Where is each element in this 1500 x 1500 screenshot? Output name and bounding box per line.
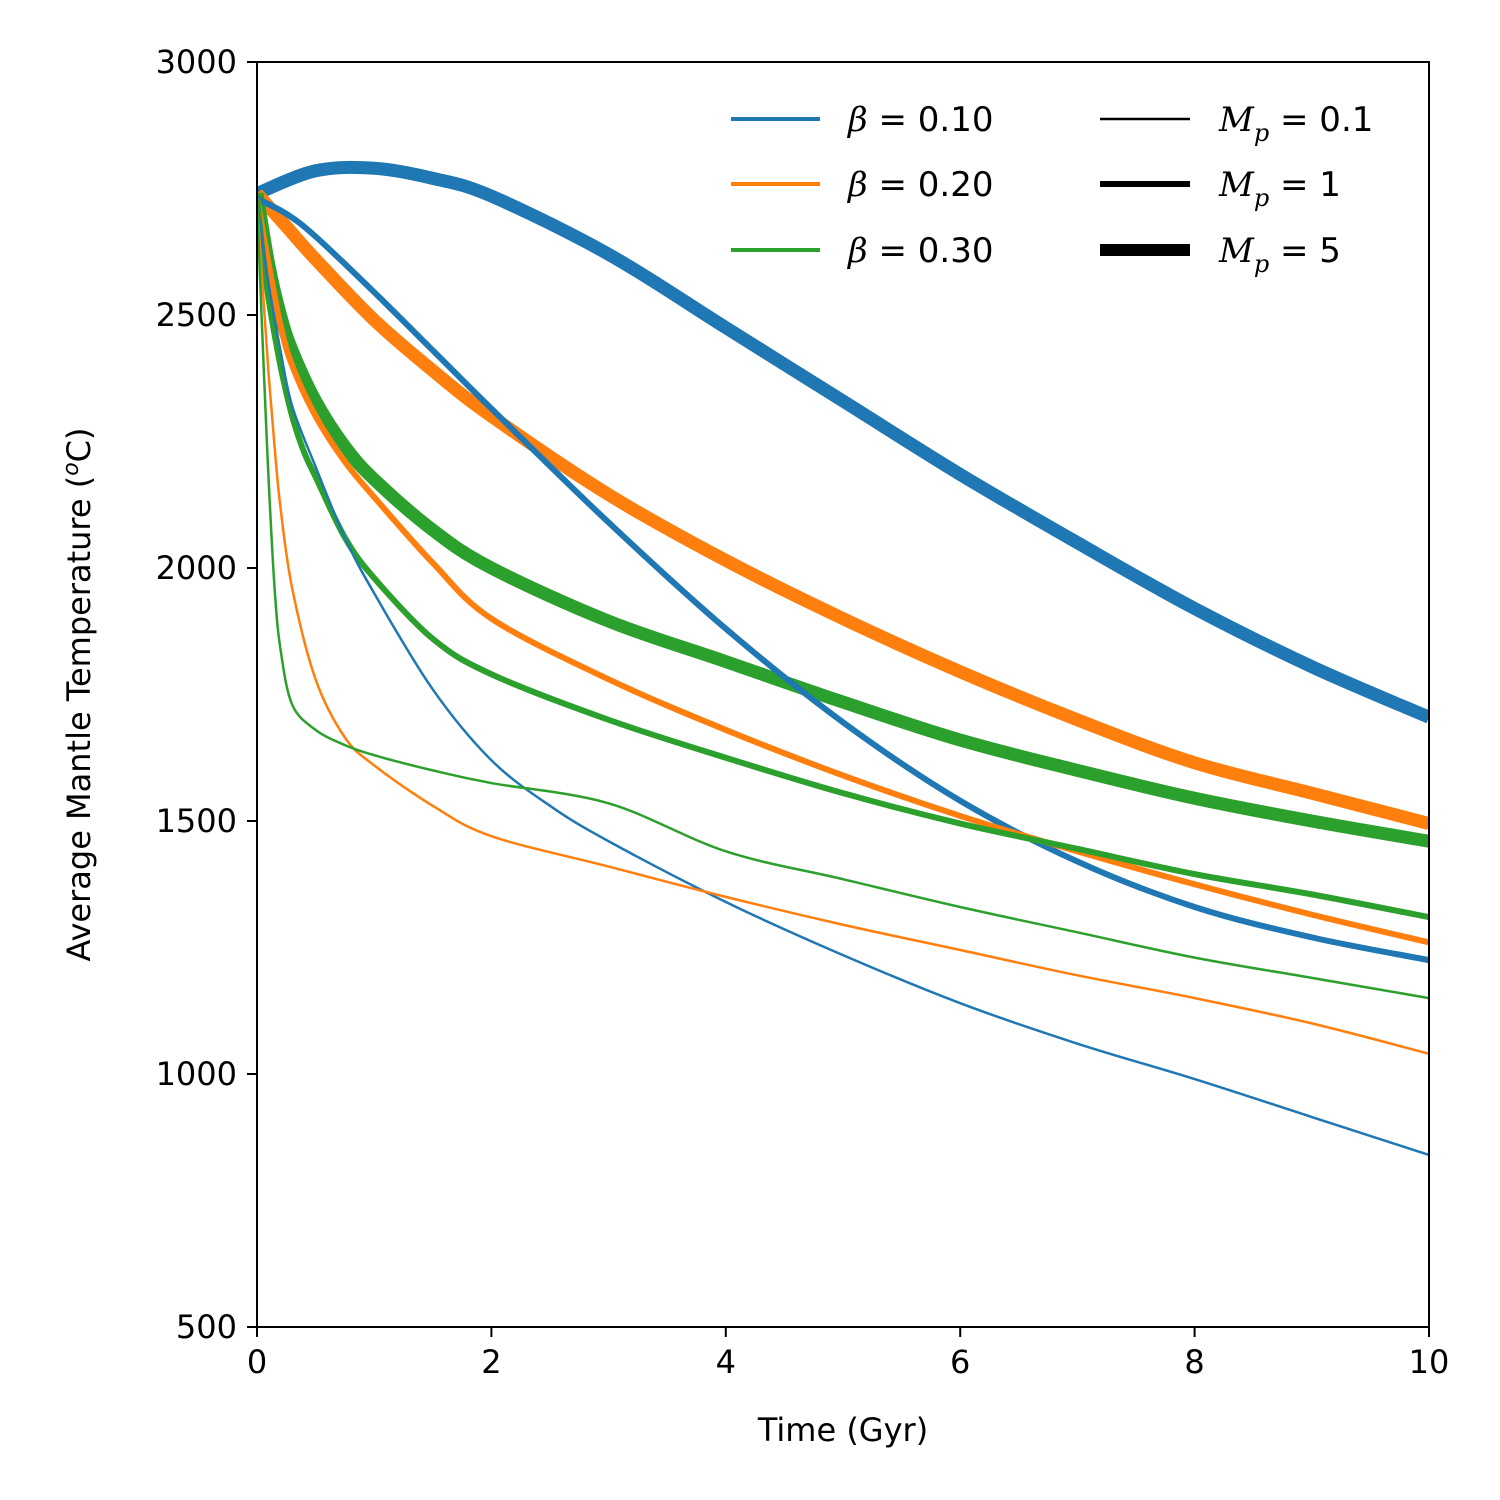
y-axis-label: Average Mantle Temperature (oC) <box>59 427 98 961</box>
series-line-6 <box>257 198 1429 921</box>
series-line-3 <box>257 192 1429 848</box>
x-tick-label: 4 <box>716 1343 736 1381</box>
ticks-layer: 0 2 4 6 8 10 500 1000 1500 2000 2500 3000 <box>156 43 1450 1381</box>
x-tick-label: 6 <box>950 1343 970 1381</box>
legend-beta-value: = 0.30 <box>868 231 994 271</box>
legend-beta-symbol: β <box>846 231 868 271</box>
legend-mass-subscript: p <box>1254 250 1269 278</box>
legend-mass-label: Mp = 1 <box>1218 165 1341 212</box>
y-axis-label-prefix: Average Mantle Temperature ( <box>60 476 98 962</box>
legend-beta-label: β = 0.30 <box>846 231 993 271</box>
legend-mass-value: = 5 <box>1269 231 1341 271</box>
y-axis-label-suffix: C) <box>60 427 98 462</box>
legend-beta-label: β = 0.10 <box>846 100 993 140</box>
y-tick-label: 2000 <box>156 549 237 587</box>
series-line-9 <box>257 203 1429 1000</box>
y-tick-label: 2500 <box>156 296 237 334</box>
x-axis-label: Time (Gyr) <box>757 1411 928 1449</box>
series-line-4 <box>257 195 1429 964</box>
y-tick-label: 500 <box>176 1308 237 1346</box>
legend-mass-symbol: M <box>1218 165 1255 205</box>
y-tick-label: 1000 <box>156 1055 237 1093</box>
y-tick-label: 1500 <box>156 802 237 840</box>
series-layer <box>257 160 1429 1157</box>
legend-mass-subscript: p <box>1254 184 1269 212</box>
series-line-8 <box>257 203 1429 1055</box>
legend-mass-symbol: M <box>1218 100 1255 140</box>
legend-mass-value: = 1 <box>1269 165 1341 205</box>
y-axis-label-sup: o <box>59 462 84 475</box>
legend-beta-value: = 0.10 <box>868 100 994 140</box>
y-tick-label: 3000 <box>156 43 237 81</box>
legend-beta-value: = 0.20 <box>868 165 994 205</box>
x-tick-label: 10 <box>1409 1343 1450 1381</box>
legend-mass-subscript: p <box>1254 119 1269 147</box>
plot-frame <box>256 61 1430 1328</box>
x-tick-label: 2 <box>481 1343 501 1381</box>
series-line-2 <box>257 189 1429 830</box>
legend-mass-label: Mp = 5 <box>1218 231 1341 278</box>
legend-mass-label: Mp = 0.1 <box>1218 100 1373 147</box>
legend-beta-symbol: β <box>846 165 868 205</box>
x-tick-label: 0 <box>247 1343 267 1381</box>
legend-mass-value: = 0.1 <box>1269 100 1373 140</box>
legend-mass-symbol: M <box>1218 231 1255 271</box>
series-line-7 <box>257 203 1429 1157</box>
series-line-1 <box>257 160 1429 724</box>
legend-beta-label: β = 0.20 <box>846 165 993 205</box>
series-line-5 <box>257 198 1429 946</box>
legend-beta-symbol: β <box>846 100 868 140</box>
x-tick-label: 8 <box>1184 1343 1204 1381</box>
